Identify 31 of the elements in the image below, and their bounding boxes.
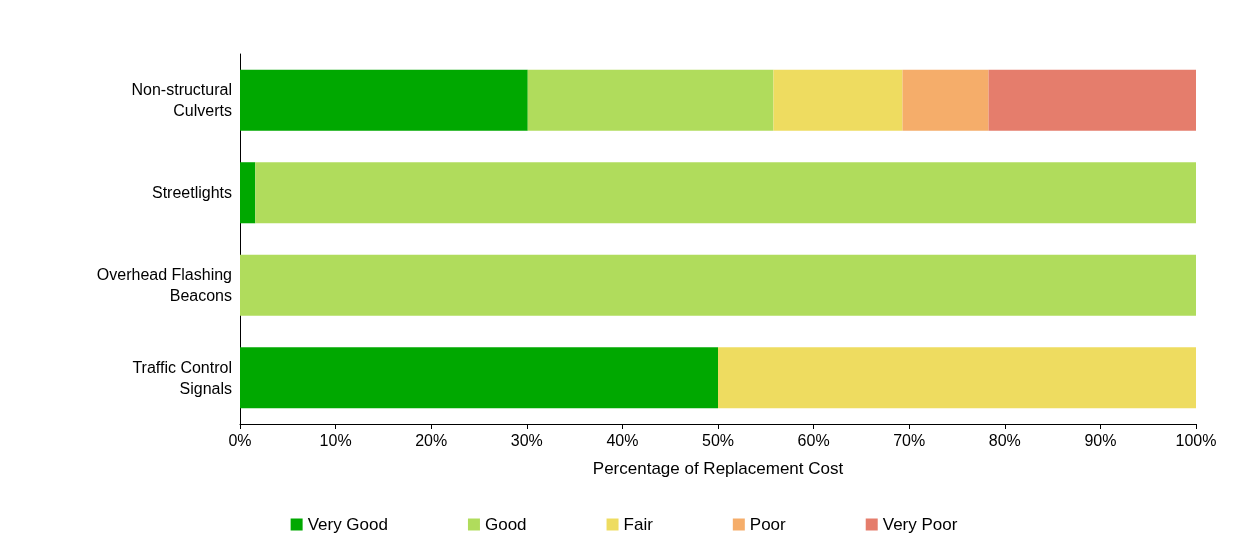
y-tick-label: Traffic Control Signals (132, 358, 232, 397)
x-tick-label: 0% (228, 431, 252, 449)
bar (255, 162, 1196, 224)
legend-label: Very Good (307, 515, 388, 534)
y-tick-label: Non-structural Culverts (131, 81, 232, 120)
x-tick-label: 30% (510, 431, 543, 449)
x-axis-title: Percentage of Replacement Cost (592, 459, 844, 478)
bar (773, 69, 903, 131)
x-tick-label: 100% (1175, 431, 1217, 449)
bar (240, 254, 1196, 316)
y-tick-label: Streetlights (151, 184, 232, 202)
bar (718, 347, 1196, 409)
legend-label: Very Poor (882, 515, 958, 534)
x-tick-label: 50% (701, 431, 735, 449)
legend-label: Poor (749, 515, 787, 534)
bar (240, 347, 718, 409)
x-tick-label: 80% (988, 431, 1021, 449)
legend-label: Good (484, 515, 527, 534)
x-tick-label: 20% (415, 431, 448, 449)
x-tick-label: 70% (893, 431, 926, 449)
legend-label: Fair (623, 515, 654, 534)
bar (902, 69, 989, 131)
x-tick-label: 60% (797, 431, 830, 449)
bar (240, 69, 528, 131)
x-tick-label: 10% (319, 431, 352, 449)
bar (527, 69, 774, 131)
bar (240, 162, 256, 224)
x-tick-label: 40% (606, 431, 639, 449)
x-tick-label: 90% (1084, 431, 1117, 449)
bar (988, 69, 1196, 131)
y-tick-label: Overhead Flashing Beacons (96, 266, 232, 305)
